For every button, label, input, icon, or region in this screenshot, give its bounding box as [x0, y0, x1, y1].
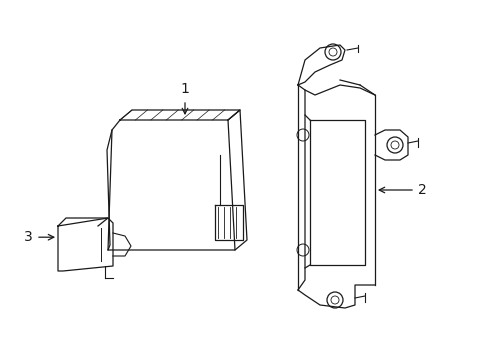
Text: 3: 3: [24, 230, 33, 244]
Text: 2: 2: [417, 183, 426, 197]
Text: 1: 1: [180, 82, 189, 96]
